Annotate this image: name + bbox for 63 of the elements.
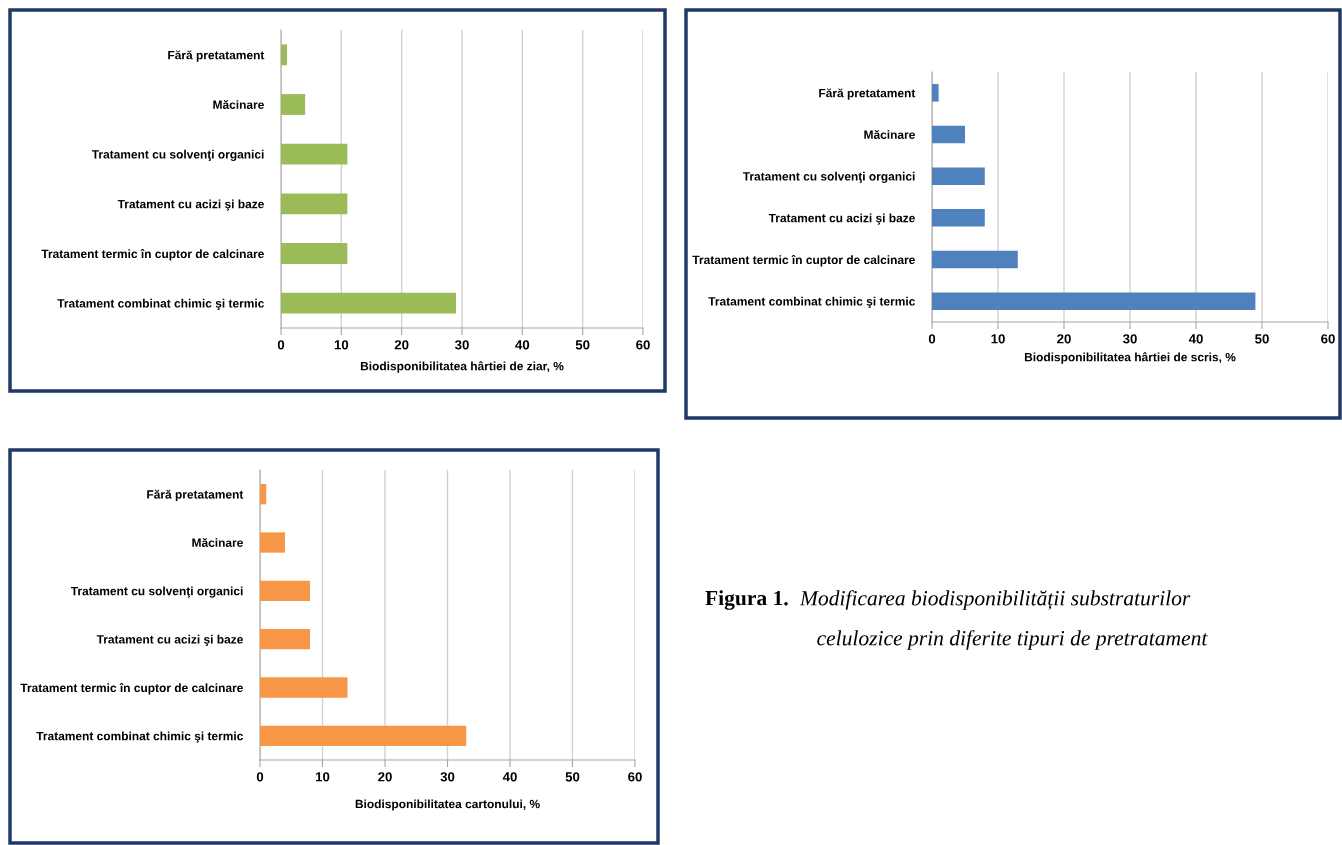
y-tick-label: Tratament cu acizi şi baze: [768, 213, 915, 225]
y-tick-label: Tratament cu solvenţi organici: [91, 149, 264, 162]
y-tick-label: Măcinare: [864, 130, 915, 139]
y-tick-label: Fără pretatament: [147, 489, 244, 502]
x-tick-label: 20: [1057, 334, 1071, 344]
bar: [260, 629, 310, 650]
y-tick-label: Fără pretatament: [819, 88, 916, 100]
bar: [260, 532, 285, 553]
x-axis-title: Biodisponibilitatea hârtiei de scris, %: [1024, 352, 1236, 364]
x-tick-label: 60: [1321, 334, 1335, 344]
x-tick-label: 30: [1122, 334, 1137, 344]
x-tick-label: 40: [515, 340, 530, 350]
x-tick-label: 50: [575, 340, 590, 350]
x-tick-label: 10: [334, 340, 349, 350]
bar: [281, 243, 348, 264]
x-tick-label: 0: [256, 772, 264, 782]
x-axis-title: Biodisponibilitatea hârtiei de ziar, %: [360, 361, 564, 373]
bar: [281, 143, 348, 165]
x-tick-label: 10: [991, 334, 1005, 344]
bar: [932, 209, 985, 227]
y-tick-label: Tratament combinat chimic şi termic: [57, 298, 264, 310]
y-tick-label: Tratament cu acizi şi baze: [96, 634, 243, 646]
bar: [932, 250, 1018, 269]
bar: [281, 193, 348, 215]
x-tick-label: 50: [1255, 334, 1269, 344]
x-tick-label: 30: [454, 340, 469, 350]
y-tick-label: Tratament combinat chimic şi termic: [36, 731, 243, 743]
bar: [932, 167, 985, 185]
y-tick-label: Tratament termic în cuptor de calcinare: [692, 255, 915, 267]
y-tick-label: Tratament cu solvenţi organici: [742, 171, 915, 184]
x-tick-label: 40: [1188, 334, 1203, 344]
x-tick-label: 0: [928, 334, 936, 344]
x-tick-label: 60: [628, 772, 642, 782]
y-tick-label: Măcinare: [192, 538, 243, 547]
bar: [932, 292, 1256, 310]
y-tick-label: Fără pretatament: [168, 50, 265, 62]
x-tick-label: 20: [394, 340, 409, 350]
text: celulozice prin diferite tipuri de pretratament: [817, 630, 1208, 650]
x-axis-title: Biodisponibilitatea cartonului, %: [355, 799, 540, 811]
text: Figura 1.: [705, 590, 788, 610]
y-tick-label: Măcinare: [213, 100, 264, 109]
x-tick-label: 40: [502, 772, 517, 782]
y-tick-label: Tratament cu acizi şi baze: [117, 199, 264, 211]
y-tick-label: Tratament termic în cuptor de calcinare: [20, 683, 243, 695]
x-tick-label: 60: [636, 340, 650, 350]
y-tick-label: Tratament termic în cuptor de calcinare: [41, 249, 264, 261]
bar: [260, 484, 267, 505]
bar: [932, 125, 965, 144]
y-tick-label: Tratament cu solvenţi organici: [70, 586, 243, 598]
bar: [281, 292, 456, 314]
x-tick-label: 30: [440, 772, 455, 782]
bar: [260, 677, 348, 698]
y-tick-label: Tratament combinat chimic şi termic: [708, 296, 915, 308]
bar: [281, 44, 288, 66]
text: Modificarea biodisponibilității substraturilor: [799, 590, 1191, 610]
bar: [932, 84, 939, 102]
x-tick-label: 0: [277, 340, 285, 350]
bar: [260, 580, 310, 601]
x-tick-label: 50: [565, 772, 580, 782]
bar: [260, 725, 467, 746]
x-tick-label: 10: [315, 772, 330, 782]
x-tick-label: 20: [378, 772, 392, 782]
bar: [281, 94, 306, 115]
